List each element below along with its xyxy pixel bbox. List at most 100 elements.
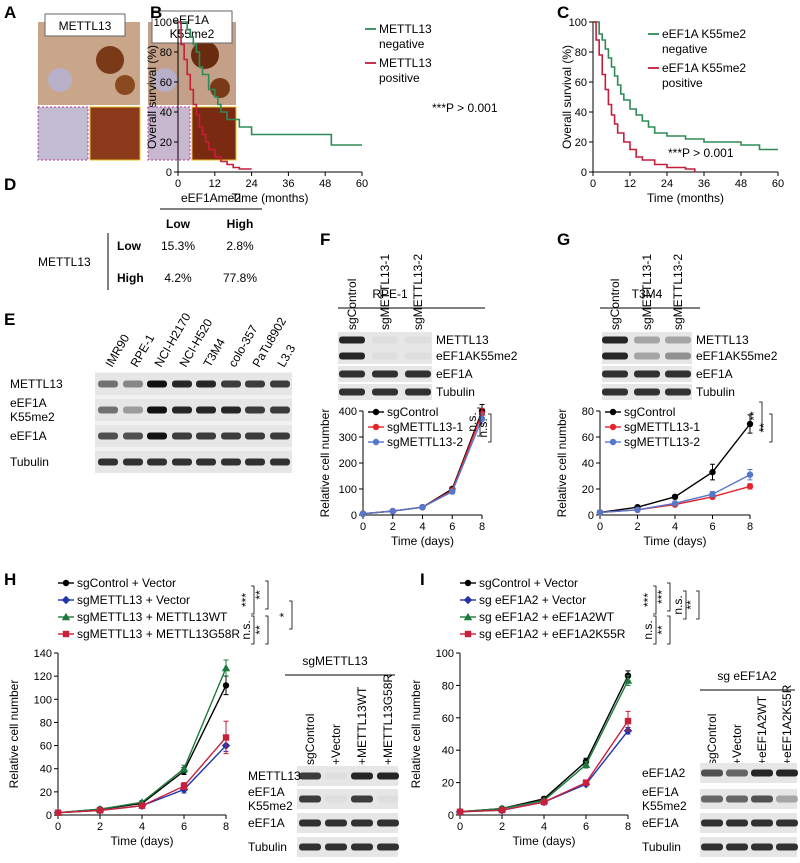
y-tick-label: 60 — [160, 77, 172, 89]
panel-letter: A — [4, 3, 16, 22]
legend-label: METTL13 negative — [379, 22, 435, 51]
band — [196, 380, 216, 388]
y-tick-label: 100 — [34, 694, 52, 706]
band — [776, 819, 798, 827]
marker — [464, 579, 472, 587]
marker — [372, 438, 380, 446]
x-axis-label: Time (days) — [644, 534, 707, 548]
y-axis-label: Overall survival (%) — [145, 45, 159, 149]
x-axis-label: Time (days) — [513, 834, 576, 848]
y-tick-label: 0 — [166, 167, 172, 179]
ihc-stain — [210, 78, 230, 98]
x-tick-label: 6 — [583, 821, 589, 833]
x-tick-label: 2 — [499, 821, 505, 833]
band — [372, 370, 398, 378]
x-tick-label: 4 — [672, 521, 678, 533]
significance: n.s. — [465, 412, 479, 431]
y-tick-label: 20 — [160, 137, 172, 149]
band — [405, 388, 431, 396]
blot-strip — [602, 332, 692, 348]
band — [665, 336, 691, 344]
x-tick-label: 6 — [709, 521, 715, 533]
band — [98, 380, 118, 388]
row-label: eEF1A — [696, 367, 733, 381]
x-tick-label: 12 — [209, 178, 221, 190]
legend-label: sgMETTL13 + Vector — [77, 593, 190, 607]
ihc-inset — [37, 106, 89, 161]
growth-line — [57, 685, 227, 814]
marker — [222, 682, 230, 689]
column-label: High — [227, 217, 254, 231]
y-tick-label: 40 — [160, 107, 172, 119]
y-tick-label: 60 — [582, 432, 594, 444]
band — [147, 432, 167, 440]
lane-label: +eEF1A2K55R — [780, 684, 794, 765]
row-label: eEF1A — [436, 367, 473, 381]
row-label: eEF1AK55me2 — [436, 349, 518, 363]
marker — [671, 500, 679, 507]
marker — [581, 760, 591, 768]
x-tick-label: 48 — [735, 178, 747, 190]
lane-label: +eEF1A2WT — [755, 695, 769, 765]
significance: n.s. — [239, 620, 253, 639]
x-tick-label: 2 — [97, 821, 103, 833]
band — [123, 406, 143, 414]
ihc-stain — [96, 46, 124, 74]
row-label: eEF1A — [248, 816, 285, 830]
x-tick-label: 4 — [541, 821, 547, 833]
blot-strip — [297, 766, 398, 786]
band — [123, 432, 143, 440]
marker — [671, 493, 679, 500]
x-tick-label: 60 — [772, 178, 784, 190]
significance: *** — [641, 593, 655, 607]
marker — [624, 717, 632, 725]
band — [602, 370, 628, 378]
band — [245, 458, 265, 466]
panel-letter: I — [420, 570, 425, 589]
y-tick-label: 0 — [581, 167, 587, 179]
panel-letter: F — [320, 230, 330, 249]
bracket — [289, 600, 293, 630]
row-label: Tubulin — [248, 840, 287, 854]
band — [372, 352, 398, 360]
x-tick-label: 36 — [282, 178, 294, 190]
band — [726, 769, 748, 777]
marker — [634, 506, 641, 513]
y-tick-label: 0 — [448, 810, 454, 822]
band — [701, 843, 723, 851]
y-tick-label: 40 — [582, 458, 594, 470]
band — [299, 772, 321, 780]
legend-label: sgControl — [624, 405, 675, 419]
band — [123, 380, 143, 388]
marker — [61, 595, 71, 605]
marker — [746, 471, 754, 478]
table-cell: 4.2% — [164, 271, 192, 285]
survival-curve — [178, 21, 252, 170]
x-tick-label: 8 — [747, 521, 753, 533]
table-cell: 2.8% — [226, 239, 254, 253]
y-tick-label: 80 — [582, 406, 594, 418]
blot-strip — [95, 425, 292, 447]
image-label: METTL13 — [59, 19, 112, 33]
row-label: Tubulin — [696, 385, 735, 399]
bracket — [667, 615, 671, 645]
band — [221, 406, 241, 414]
band — [339, 370, 365, 378]
y-tick-label: 20 — [442, 778, 454, 790]
band — [245, 406, 265, 414]
marker — [623, 676, 633, 684]
bracket — [653, 615, 657, 645]
band — [751, 769, 773, 777]
y-tick-label: 140 — [34, 648, 52, 660]
band — [634, 388, 660, 396]
band — [196, 432, 216, 440]
x-tick-label: 4 — [139, 821, 145, 833]
x-tick-label: 2 — [634, 521, 640, 533]
legend-label: sgMETTL13-1 — [624, 420, 700, 434]
marker — [498, 806, 506, 814]
y-axis-label: Relative cell number — [7, 680, 21, 789]
panel-letter: D — [4, 175, 16, 194]
legend-label: eEF1A K55me2 negative — [662, 27, 749, 56]
blot-strip — [602, 348, 692, 364]
